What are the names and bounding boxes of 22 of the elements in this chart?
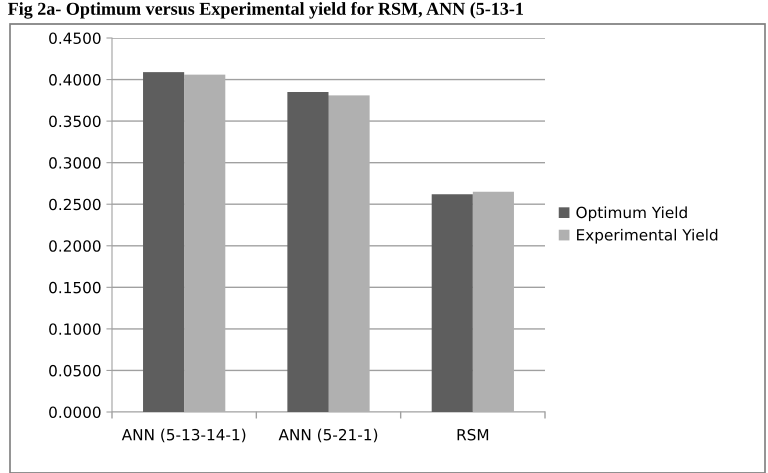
chart-title: Fig 2a- Optimum versus Experimental yield for RSM, ANN (5-13-1: [8, 2, 523, 19]
y-tick-label: 0.4000: [49, 74, 101, 86]
y-tick-label: 0.4500: [49, 32, 101, 44]
y-tick-label: 0.2500: [49, 198, 101, 210]
y-tick-label: 0.3000: [49, 157, 101, 169]
bar: [328, 95, 370, 412]
x-tick-label: RSM: [458, 428, 488, 440]
legend-label: Optimum Yield: [576, 206, 687, 222]
y-tick-label: 0.2000: [49, 240, 101, 252]
bar: [184, 74, 226, 412]
y-tick-label: 0.0500: [49, 364, 101, 376]
y-tick-label: 0.3500: [49, 116, 101, 128]
bar: [143, 72, 184, 412]
y-tick-label: 0.1500: [49, 282, 101, 294]
bar: [432, 194, 473, 412]
x-tick-label: ANN (5-21-1): [278, 428, 378, 442]
bar: [472, 192, 514, 412]
legend-label: Experimental Yield: [577, 228, 718, 244]
x-tick-label: ANN (5-13-14-1): [122, 428, 246, 442]
y-tick-label: 0.1000: [49, 323, 101, 335]
bar: [287, 92, 328, 412]
y-tick-label: 0.0000: [49, 406, 101, 418]
